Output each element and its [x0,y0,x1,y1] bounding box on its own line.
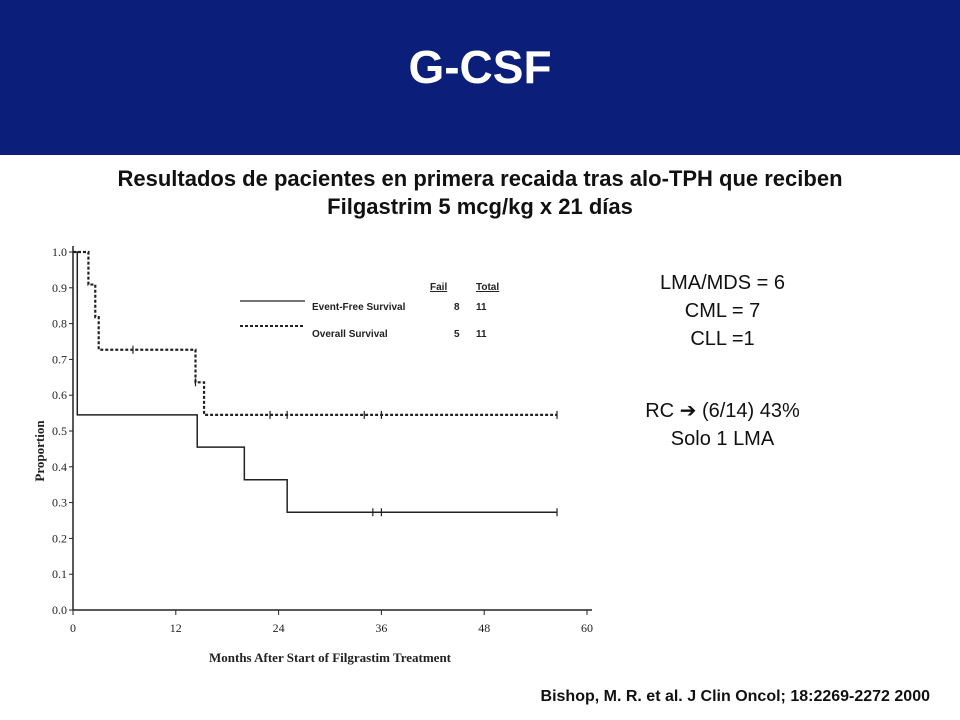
y-tick-label: 0.9 [52,281,67,295]
rc-label: RC [645,400,680,422]
title-banner: G-CSF [0,0,960,155]
x-axis-label: Months After Start of Filgrastim Treatme… [209,650,452,665]
disease-breakdown: LMA/MDS = 6 CML = 7 CLL =1 [600,269,845,353]
y-tick-label: 0.3 [52,496,67,510]
series-line-1 [73,250,558,416]
x-tick-label: 36 [375,621,387,635]
subtitle-line-2: Filgastrim 5 mcg/kg x 21 días [327,194,633,219]
info-line-cml: CML = 7 [684,300,761,322]
info-line-lma: LMA/MDS = 6 [659,272,786,294]
x-tick-label: 60 [581,621,593,635]
y-axis-label: Proportion [32,420,47,482]
slide-title: G-CSF [408,41,552,93]
response-line-lma: Solo 1 LMA [670,428,775,450]
y-tick-label: 0.5 [52,424,67,438]
citation: Bishop, M. R. et al. J Clin Oncol; 18:22… [540,688,930,705]
y-tick-label: 0.0 [52,603,67,617]
y-tick-label: 0.6 [52,388,67,402]
x-tick-label: 12 [170,621,182,635]
series-line-0 [73,251,558,514]
y-tick-label: 0.7 [52,352,67,366]
legend-fail-count: 8 [454,302,460,313]
legend-total-count: 11 [476,302,487,313]
slide-subtitle: Resultados de pacientes en primera recai… [20,165,940,221]
legend-series-name: Overall Survival [312,329,388,340]
y-tick-label: 0.1 [52,567,67,581]
response-summary: RC ➔ (6/14) 43% Solo 1 LMA [600,397,845,453]
legend-header-total: Total [476,282,499,293]
y-tick-label: 1.0 [52,245,67,259]
subtitle-line-1: Resultados de pacientes en primera recai… [117,166,843,191]
legend-fail-count: 5 [454,329,460,340]
right-arrow-icon: ➔ [679,400,697,422]
x-tick-label: 48 [478,621,490,635]
x-tick-label: 24 [273,621,285,635]
info-line-cll: CLL =1 [690,328,755,350]
response-line-rc: RC ➔ (6/14) 43% [600,397,845,425]
legend-total-count: 11 [476,329,487,340]
kaplan-meier-chart: 0.0 0.1 0.2 0.3 0.4 0.5 0.6 0.7 0.8 0.9 1.0 0 12 24 36… [32,245,593,665]
y-tick-label: 0.2 [52,531,67,545]
legend-header-fail: Fail [430,282,447,293]
legend-series-name: Event-Free Survival [312,302,406,313]
y-tick-label: 0.8 [52,317,67,331]
x-tick-label: 0 [70,621,76,635]
y-tick-label: 0.4 [52,460,67,474]
rc-value: (6/14) 43% [701,400,800,422]
